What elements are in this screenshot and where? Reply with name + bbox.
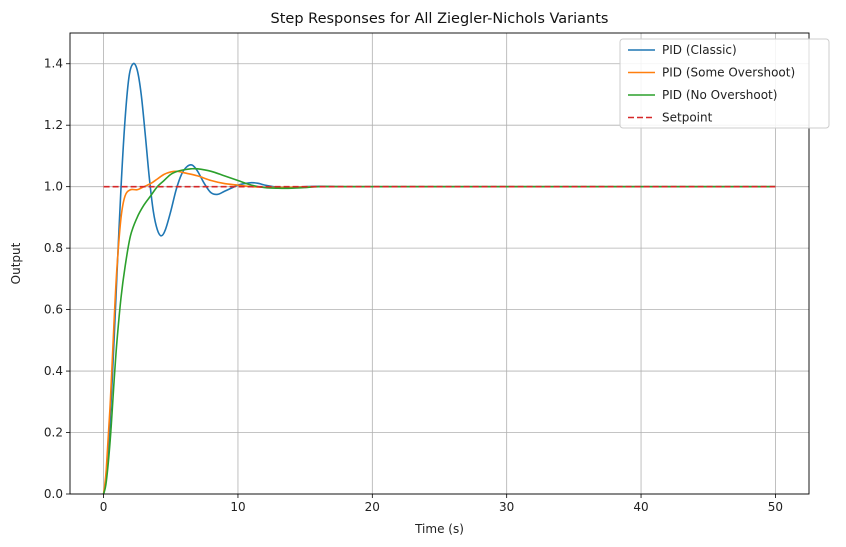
y-tick-label: 0.0 bbox=[44, 487, 63, 501]
legend-label: PID (Some Overshoot) bbox=[662, 66, 795, 80]
legend-label: Setpoint bbox=[662, 111, 713, 125]
axis-ticks: 0 10 20 30 40 50 0.0 0.2 0.4 0.6 0.8 1.0 1.2 1.4 bbox=[44, 57, 783, 514]
y-tick-label: 1.2 bbox=[44, 118, 63, 132]
x-tick-label: 0 bbox=[100, 500, 108, 514]
x-axis-label: Time (s) bbox=[414, 522, 464, 536]
y-tick-label: 1.4 bbox=[44, 57, 63, 71]
y-tick-label: 0.6 bbox=[44, 303, 63, 317]
x-tick-label: 50 bbox=[768, 500, 783, 514]
series-lines bbox=[102, 62, 776, 495]
x-tick-label: 30 bbox=[499, 500, 514, 514]
legend-label: PID (Classic) bbox=[662, 43, 737, 57]
y-tick-label: 0.2 bbox=[44, 426, 63, 440]
x-tick-label: 10 bbox=[230, 500, 245, 514]
plot-frame bbox=[69, 32, 810, 495]
x-tick-label: 40 bbox=[633, 500, 648, 514]
grid bbox=[70, 33, 809, 495]
y-tick-label: 0.8 bbox=[44, 241, 63, 255]
legend-box bbox=[619, 38, 830, 129]
legend: PID (Classic) PID (Some Overshoot) PID (No… bbox=[619, 38, 830, 129]
chart-title: Step Responses for All Ziegler-Nichols V… bbox=[271, 11, 609, 27]
y-tick-label: 1.0 bbox=[44, 180, 63, 194]
y-axis-label: Output bbox=[9, 242, 23, 284]
x-tick-label: 20 bbox=[365, 500, 380, 514]
y-tick-label: 0.4 bbox=[44, 364, 63, 378]
legend-label: PID (No Overshoot) bbox=[662, 88, 777, 102]
